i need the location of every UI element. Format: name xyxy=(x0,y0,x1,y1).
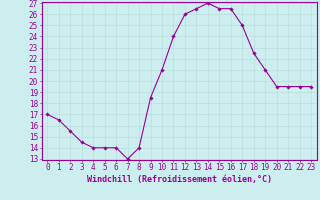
X-axis label: Windchill (Refroidissement éolien,°C): Windchill (Refroidissement éolien,°C) xyxy=(87,175,272,184)
